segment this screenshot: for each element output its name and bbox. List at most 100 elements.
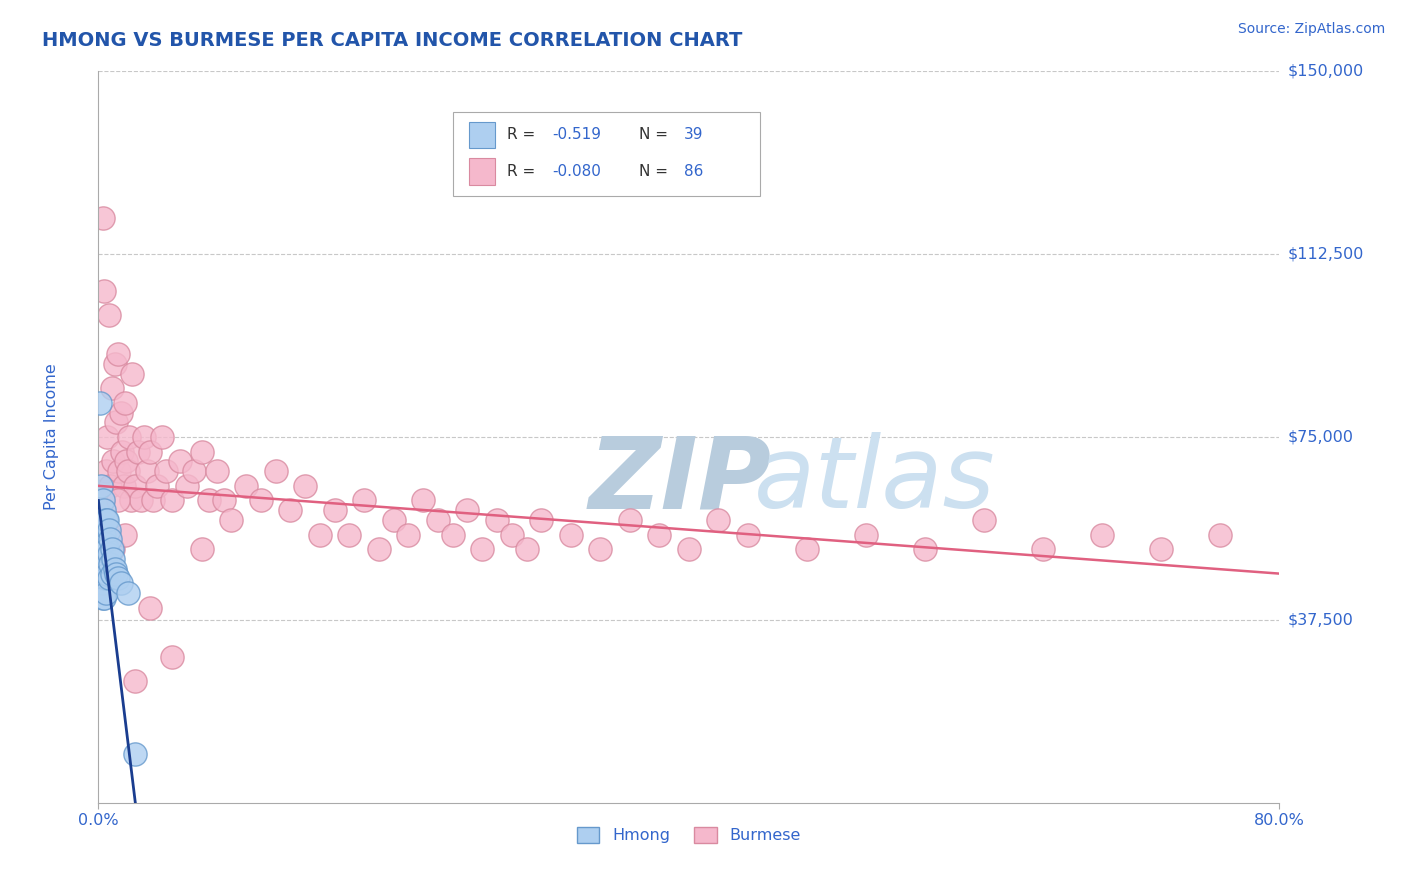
Text: $37,500: $37,500	[1288, 613, 1354, 627]
Bar	[470, 159, 495, 185]
Point	[94, 513, 117, 527]
Point	[98, 557, 121, 571]
Point	[97, 572, 120, 586]
Text: N =: N =	[640, 128, 673, 143]
Point	[457, 503, 479, 517]
Point	[91, 493, 114, 508]
Point	[530, 513, 553, 527]
Point	[139, 444, 162, 458]
Point	[100, 542, 122, 557]
Point	[89, 513, 111, 527]
Point	[89, 396, 111, 410]
Point	[110, 576, 132, 591]
Point	[117, 586, 139, 600]
Point	[105, 566, 128, 581]
Point	[91, 576, 114, 591]
Text: -0.080: -0.080	[553, 164, 600, 179]
Point	[398, 527, 420, 541]
Point	[94, 537, 117, 551]
Point	[501, 527, 523, 541]
Point	[471, 542, 494, 557]
Point	[486, 513, 509, 527]
Text: 86: 86	[685, 164, 703, 179]
Point	[98, 479, 121, 493]
Bar	[470, 122, 495, 148]
Point	[91, 211, 114, 225]
Point	[382, 513, 405, 527]
Point	[90, 513, 112, 527]
Point	[103, 542, 125, 557]
Text: $75,000: $75,000	[1288, 430, 1354, 444]
Point	[112, 479, 135, 493]
Point	[96, 566, 118, 581]
Point	[98, 533, 121, 547]
Point	[294, 479, 316, 493]
Point	[93, 552, 115, 566]
Point	[115, 454, 138, 468]
Text: $150,000: $150,000	[1288, 64, 1364, 78]
Point	[96, 513, 118, 527]
Point	[97, 547, 120, 561]
Point	[107, 347, 129, 361]
Point	[139, 600, 162, 615]
Point	[103, 552, 125, 566]
Point	[221, 513, 243, 527]
Point	[796, 542, 818, 557]
Point	[212, 493, 235, 508]
Point	[136, 464, 159, 478]
Point	[90, 542, 112, 557]
Point	[191, 542, 214, 557]
Text: R =: R =	[508, 128, 540, 143]
Point	[134, 430, 156, 444]
Point	[91, 552, 114, 566]
Point	[368, 542, 391, 557]
Point	[678, 542, 700, 557]
Point	[619, 513, 641, 527]
Point	[100, 381, 122, 395]
Text: 39: 39	[685, 128, 704, 143]
Point	[127, 444, 149, 458]
Point	[93, 591, 115, 605]
Point	[97, 527, 120, 541]
Point	[1032, 542, 1054, 557]
Point	[114, 396, 136, 410]
Point	[117, 464, 139, 478]
Point	[124, 479, 146, 493]
Point	[93, 503, 115, 517]
Point	[1091, 527, 1114, 541]
Point	[93, 527, 115, 541]
Point	[339, 527, 361, 541]
Point	[111, 444, 134, 458]
Point	[124, 747, 146, 761]
Point	[1150, 542, 1173, 557]
Text: Per Capita Income: Per Capita Income	[44, 364, 59, 510]
Point	[104, 357, 127, 371]
Point	[737, 527, 759, 541]
Point	[353, 493, 375, 508]
Point	[205, 464, 228, 478]
Point	[183, 464, 205, 478]
Point	[90, 479, 112, 493]
Text: atlas: atlas	[754, 433, 995, 530]
Text: R =: R =	[508, 164, 540, 179]
Point	[108, 464, 131, 478]
Point	[93, 284, 115, 298]
Point	[412, 493, 434, 508]
FancyBboxPatch shape	[453, 112, 759, 195]
Point	[129, 493, 152, 508]
Point	[97, 523, 120, 537]
Point	[427, 513, 450, 527]
Point	[90, 566, 112, 581]
Point	[97, 308, 120, 322]
Point	[124, 673, 146, 688]
Point	[91, 493, 114, 508]
Point	[176, 479, 198, 493]
Point	[96, 542, 118, 557]
Text: HMONG VS BURMESE PER CAPITA INCOME CORRELATION CHART: HMONG VS BURMESE PER CAPITA INCOME CORRE…	[42, 31, 742, 50]
Point	[191, 444, 214, 458]
Point	[104, 562, 127, 576]
Point	[198, 493, 221, 508]
Point	[94, 557, 117, 571]
Point	[93, 572, 115, 586]
Point	[120, 493, 142, 508]
